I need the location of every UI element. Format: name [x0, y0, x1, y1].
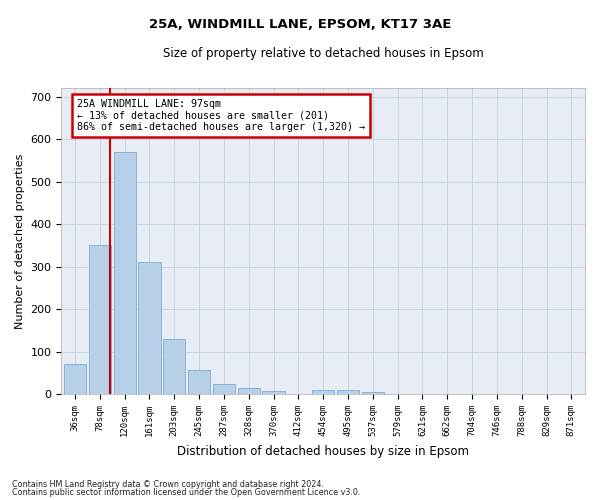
Bar [188, 370, 210, 394]
Y-axis label: Number of detached properties: Number of detached properties [15, 154, 25, 329]
Bar [113, 152, 136, 394]
Text: 25A WINDMILL LANE: 97sqm
← 13% of detached houses are smaller (201)
86% of semi-: 25A WINDMILL LANE: 97sqm ← 13% of detach… [77, 99, 365, 132]
Bar [337, 390, 359, 394]
Text: 25A, WINDMILL LANE, EPSOM, KT17 3AE: 25A, WINDMILL LANE, EPSOM, KT17 3AE [149, 18, 451, 30]
Bar [262, 391, 285, 394]
X-axis label: Distribution of detached houses by size in Epsom: Distribution of detached houses by size … [177, 444, 469, 458]
Text: Contains HM Land Registry data © Crown copyright and database right 2024.: Contains HM Land Registry data © Crown c… [12, 480, 324, 489]
Bar [163, 339, 185, 394]
Bar [238, 388, 260, 394]
Bar [64, 364, 86, 394]
Bar [89, 246, 111, 394]
Bar [312, 390, 334, 394]
Text: Contains public sector information licensed under the Open Government Licence v3: Contains public sector information licen… [12, 488, 361, 497]
Bar [213, 384, 235, 394]
Bar [362, 392, 384, 394]
Bar [139, 262, 161, 394]
Title: Size of property relative to detached houses in Epsom: Size of property relative to detached ho… [163, 48, 484, 60]
